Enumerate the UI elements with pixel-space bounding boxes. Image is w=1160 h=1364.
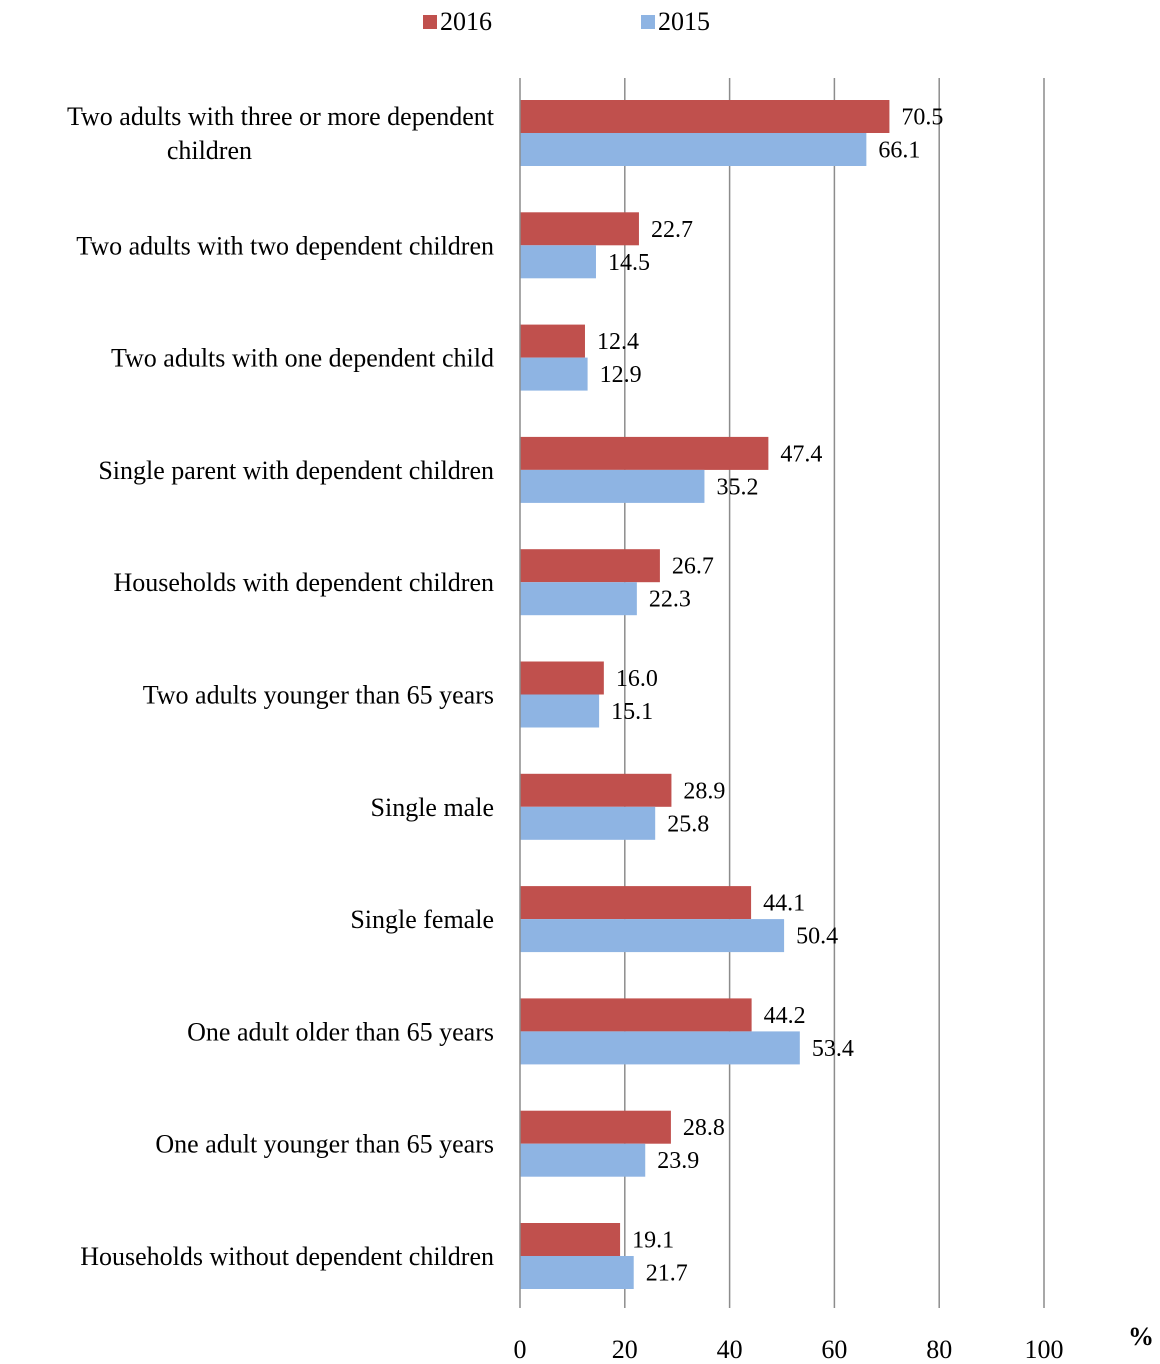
bar-2016 — [520, 436, 769, 470]
legend: 2016 2015 — [0, 4, 1160, 40]
bar-2015 — [520, 1143, 646, 1177]
data-label-2015: 50.4 — [796, 924, 838, 950]
data-label-2015: 66.1 — [878, 138, 920, 164]
legend-swatch-2015 — [641, 15, 655, 29]
category-label: One adult older than 65 years — [187, 1017, 494, 1046]
legend-swatch-2016 — [423, 15, 437, 29]
bar-2015 — [520, 357, 588, 391]
data-label-2016: 16.0 — [616, 666, 658, 692]
bar-2016 — [520, 886, 752, 920]
legend-item-2016: 2016 — [423, 4, 492, 40]
category-label: Households with dependent children — [113, 568, 494, 597]
bar-2015 — [520, 806, 656, 840]
data-label-2016: 19.1 — [632, 1228, 674, 1254]
category-label: Two adults with three or more dependent — [67, 102, 495, 131]
bar-2015 — [520, 245, 596, 279]
category-label: Single parent with dependent children — [98, 456, 494, 485]
bar-2015 — [520, 582, 637, 616]
bar-2015 — [520, 469, 705, 503]
category-label: Two adults younger than 65 years — [143, 681, 494, 710]
labels: 70.5 66.1 Two adults with three or more de… — [67, 102, 943, 1287]
x-tick-label: 80 — [926, 1335, 952, 1364]
bar-2015 — [520, 1256, 634, 1289]
data-label-2015: 12.9 — [600, 362, 642, 388]
bar-2016 — [520, 324, 585, 358]
x-tick-label: 60 — [821, 1335, 847, 1364]
x-tick-label: 20 — [612, 1335, 638, 1364]
data-label-2015: 53.4 — [812, 1036, 854, 1062]
bar-2016 — [520, 100, 890, 133]
data-label-2016: 28.9 — [683, 778, 725, 804]
data-label-2016: 70.5 — [901, 105, 943, 131]
data-label-2015: 22.3 — [649, 587, 691, 613]
bar-2016 — [520, 661, 604, 695]
legend-label-2015: 2015 — [658, 7, 710, 36]
data-label-2016: 44.2 — [764, 1003, 806, 1029]
bar-2016 — [520, 998, 752, 1032]
x-tick-label: 100 — [1025, 1335, 1064, 1364]
bar-2015 — [520, 1031, 800, 1065]
category-label: children — [167, 136, 252, 165]
data-label-2015: 15.1 — [611, 699, 653, 725]
bar-2016 — [520, 1223, 621, 1256]
bar-2016 — [520, 212, 639, 246]
gridlines — [624, 78, 1045, 1308]
category-label: Single female — [350, 905, 494, 934]
legend-item-2015: 2015 — [641, 4, 710, 40]
data-label-2015: 14.5 — [608, 250, 650, 276]
category-label: One adult younger than 65 years — [155, 1130, 494, 1159]
bar-2015 — [520, 919, 785, 953]
legend-label-2016: 2016 — [440, 7, 492, 36]
bars — [520, 100, 890, 1289]
data-label-2015: 23.9 — [657, 1148, 699, 1174]
category-label: Households without dependent children — [80, 1242, 494, 1271]
x-tick-label: 40 — [717, 1335, 743, 1364]
x-unit-label: % — [1128, 1322, 1154, 1351]
data-label-2016: 44.1 — [763, 891, 805, 917]
data-label-2015: 25.8 — [667, 811, 709, 837]
data-label-2015: 35.2 — [716, 474, 758, 500]
data-label-2016: 47.4 — [780, 441, 822, 467]
bar-2016 — [520, 1110, 671, 1144]
bar-2015 — [520, 694, 600, 728]
bar-2016 — [520, 549, 660, 583]
category-label: Single male — [371, 793, 494, 822]
bar-2015 — [520, 133, 867, 166]
data-label-2016: 28.8 — [683, 1115, 725, 1141]
data-label-2016: 22.7 — [651, 217, 693, 243]
category-label: Two adults with one dependent child — [111, 344, 494, 373]
bar-2016 — [520, 773, 672, 807]
data-label-2016: 26.7 — [672, 554, 714, 580]
x-tick-label: 0 — [514, 1335, 527, 1364]
category-label: Two adults with two dependent children — [76, 231, 494, 260]
data-label-2015: 21.7 — [646, 1261, 688, 1287]
data-label-2016: 12.4 — [597, 329, 639, 355]
axes: 0 20 40 60 80 100% — [514, 78, 1154, 1364]
